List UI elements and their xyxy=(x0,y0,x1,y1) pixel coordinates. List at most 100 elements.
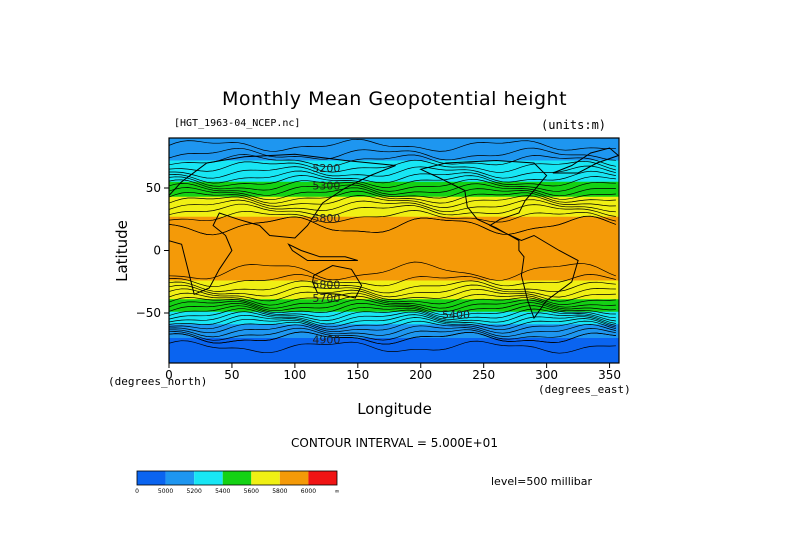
height-band xyxy=(169,149,619,152)
height-band xyxy=(169,189,619,192)
height-band xyxy=(169,231,619,234)
height-band xyxy=(169,285,619,288)
height-band xyxy=(169,141,619,144)
height-band xyxy=(169,275,619,278)
height-band xyxy=(169,178,619,180)
height-band xyxy=(169,274,619,277)
colorbar-swatch xyxy=(137,471,166,485)
height-band xyxy=(169,298,619,300)
contour-line xyxy=(169,154,616,168)
height-band xyxy=(169,153,619,155)
height-band xyxy=(169,276,619,279)
height-band xyxy=(169,266,619,269)
coastline xyxy=(552,147,619,174)
contour-line xyxy=(169,195,616,208)
height-band xyxy=(169,205,619,208)
height-band xyxy=(169,161,619,164)
height-band xyxy=(169,223,619,225)
contour-label: 5800 xyxy=(312,278,340,291)
height-band xyxy=(169,291,619,294)
height-band xyxy=(169,319,619,322)
colorbar: 0 5000 5200 5400 5600 5800 6000 ∞ xyxy=(135,470,340,495)
height-band xyxy=(169,309,619,312)
height-band xyxy=(169,254,619,257)
height-band xyxy=(169,354,619,357)
height-band xyxy=(169,356,619,359)
contour-line xyxy=(169,324,616,338)
contour-line xyxy=(169,292,616,306)
height-band xyxy=(169,186,619,189)
height-band xyxy=(169,336,619,339)
contour-line xyxy=(169,147,616,161)
height-band xyxy=(169,155,619,158)
height-band xyxy=(169,213,619,215)
height-band xyxy=(169,333,619,335)
contour-line xyxy=(169,288,616,302)
height-band xyxy=(169,218,619,220)
height-band xyxy=(169,284,619,287)
height-band xyxy=(169,258,619,260)
colorbar-tick-label: 0 xyxy=(135,488,139,495)
contour-line xyxy=(169,170,616,184)
height-band xyxy=(169,243,619,245)
height-band xyxy=(169,250,619,253)
height-band xyxy=(169,349,619,352)
height-band xyxy=(169,241,619,244)
height-band xyxy=(169,306,619,309)
contour-line xyxy=(169,210,616,223)
colorbar-frame xyxy=(136,470,338,486)
height-band xyxy=(169,338,619,340)
x-tick-label: 150 xyxy=(346,368,369,382)
contour-label: 4900 xyxy=(312,333,340,346)
height-band xyxy=(169,290,619,293)
height-band xyxy=(169,249,619,252)
height-band xyxy=(169,301,619,304)
height-band xyxy=(169,256,619,259)
height-band xyxy=(169,328,619,330)
height-band xyxy=(169,179,619,182)
height-band xyxy=(169,280,619,283)
colorbar-tick-label: ∞ xyxy=(335,488,340,495)
x-tick-label: 50 xyxy=(224,368,239,382)
contour-line xyxy=(169,295,616,309)
height-band xyxy=(169,355,619,358)
height-band xyxy=(169,209,619,212)
height-band xyxy=(169,320,619,323)
contour-line xyxy=(169,190,616,204)
contour-line xyxy=(169,340,616,354)
contour-line xyxy=(169,215,617,236)
colorbar-swatch xyxy=(251,471,280,485)
height-band xyxy=(169,203,619,205)
height-band xyxy=(169,255,619,258)
height-band xyxy=(169,344,619,347)
height-band xyxy=(169,183,619,185)
height-band xyxy=(169,279,619,282)
x-tick-label: 350 xyxy=(598,368,621,382)
height-band xyxy=(169,208,619,210)
height-band xyxy=(169,278,619,280)
height-band xyxy=(169,176,619,179)
contour-line xyxy=(169,284,616,298)
height-band xyxy=(169,193,619,195)
height-band xyxy=(169,191,619,194)
contour-label: 5300 xyxy=(312,180,340,193)
height-band xyxy=(169,146,619,149)
height-band xyxy=(169,154,619,157)
contour-line xyxy=(169,183,616,197)
height-band xyxy=(169,289,619,292)
y-axis-units: (degrees_north) xyxy=(108,375,208,388)
height-band xyxy=(169,225,619,228)
x-axis-units: (degrees_east) xyxy=(538,383,631,396)
height-band xyxy=(169,324,619,327)
height-band xyxy=(169,214,619,217)
height-band xyxy=(169,235,619,238)
height-band xyxy=(169,348,619,350)
x-tick-label: 250 xyxy=(472,368,495,382)
height-band xyxy=(169,281,619,284)
contour-line xyxy=(169,308,616,322)
contour-line xyxy=(169,331,616,345)
height-band xyxy=(169,199,619,202)
contour-label: 5800 xyxy=(312,212,340,225)
x-tick-label: 100 xyxy=(283,368,306,382)
height-band xyxy=(169,268,619,270)
